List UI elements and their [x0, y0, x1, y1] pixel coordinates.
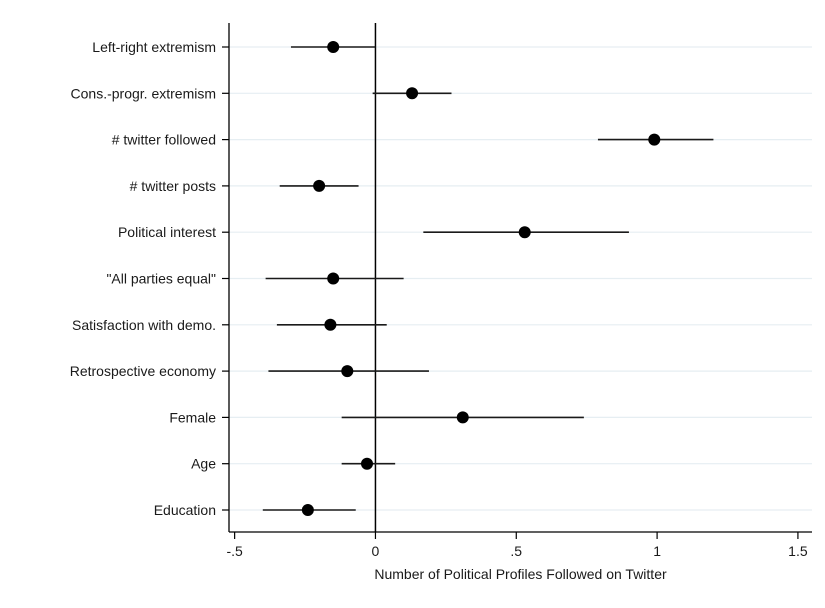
category-label: Left-right extremism	[92, 39, 216, 55]
point-estimate	[327, 272, 340, 285]
point-estimate	[361, 457, 374, 470]
x-tick-label: .5	[510, 543, 522, 559]
category-labels: Left-right extremism Cons.-progr. extremi…	[70, 39, 217, 518]
point-estimate	[313, 179, 326, 192]
x-tick-label: 1	[653, 543, 661, 559]
category-label: Satisfaction with demo.	[72, 317, 216, 333]
category-label: Age	[191, 456, 216, 472]
point-estimate	[406, 87, 419, 100]
x-tick-labels: -.5 0 .5 1 1.5	[226, 543, 807, 559]
category-label: # twitter posts	[130, 178, 216, 194]
axes	[222, 23, 812, 539]
point-estimate	[301, 504, 314, 516]
point-estimate	[518, 226, 531, 239]
x-tick-label: -.5	[226, 543, 243, 559]
category-label: Cons.-progr. extremism	[71, 85, 216, 101]
category-label: Female	[169, 409, 216, 425]
point-estimates	[301, 41, 661, 516]
category-label: Political interest	[118, 224, 216, 240]
point-estimate	[324, 318, 337, 331]
point-estimate	[456, 411, 469, 424]
category-label: # twitter followed	[112, 132, 216, 148]
category-label: Retrospective economy	[70, 363, 216, 379]
point-estimate	[327, 41, 340, 53]
x-tick-label: 1.5	[788, 543, 808, 559]
category-label: "All parties equal"	[106, 271, 216, 287]
point-estimate	[341, 365, 354, 378]
x-axis-title: Number of Political Profiles Followed on…	[374, 566, 667, 582]
category-label: Education	[154, 502, 216, 518]
x-tick-label: 0	[372, 543, 380, 559]
point-estimate	[648, 133, 661, 146]
